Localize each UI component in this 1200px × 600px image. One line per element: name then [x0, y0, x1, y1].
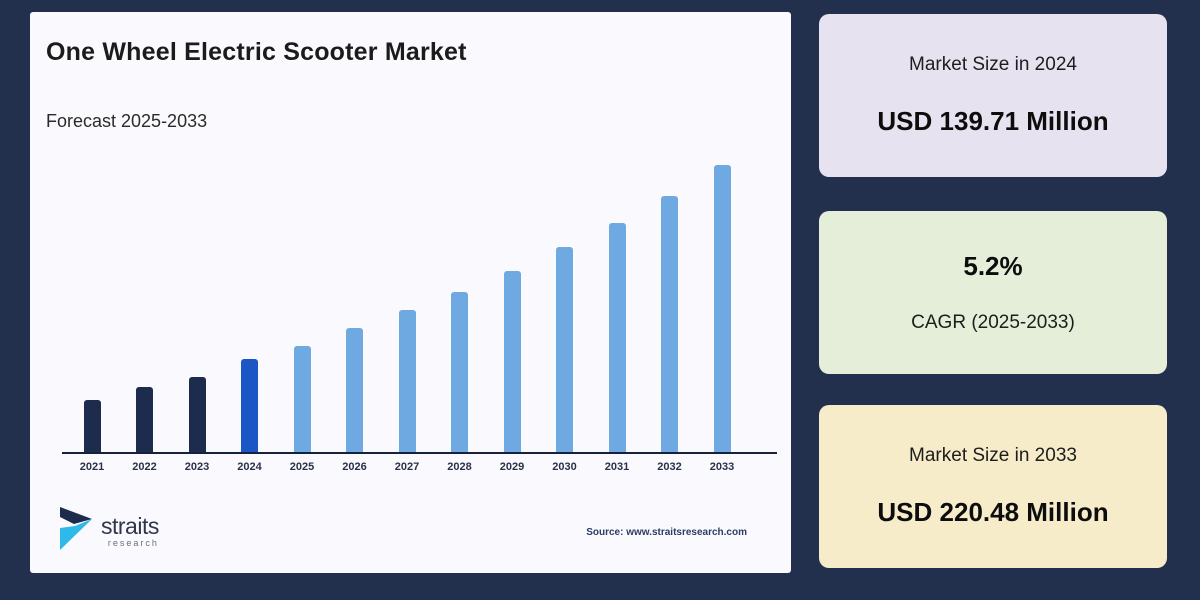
chart-title: One Wheel Electric Scooter Market [46, 38, 467, 66]
stat-cards-column: Market Size in 2024 USD 139.71 Million 5… [819, 0, 1167, 600]
x-axis-label-2030: 2030 [552, 461, 577, 473]
chart-bar-2027 [398, 310, 416, 452]
logo-subname: research [107, 537, 159, 548]
chart-panel: One Wheel Electric Scooter Market Foreca… [30, 12, 791, 573]
chart-bar-2026 [346, 328, 363, 452]
chart-bar-2029 [503, 271, 521, 452]
cagr-label: CAGR (2025-2033) [911, 312, 1075, 333]
chart-bar-2023 [188, 377, 206, 452]
chart-bar-2022 [136, 387, 153, 452]
market-size-2033-label: Market Size in 2033 [909, 445, 1077, 466]
chart-bar-2031 [608, 223, 626, 452]
source-attribution: Source: www.straitsresearch.com [586, 527, 747, 538]
chart-bar-2030 [556, 247, 573, 452]
market-size-2033-value: USD 220.48 Million [877, 497, 1109, 527]
bar-chart: 2021 2022 2023 2024 2025 2026 2027 2028 2029 2030… [30, 12, 791, 573]
x-axis-label-2031: 2031 [604, 461, 630, 473]
straits-research-logo: straits research [57, 504, 159, 557]
cagr-card: 5.2% CAGR (2025-2033) [819, 211, 1167, 374]
x-axis-label-2032: 2032 [657, 461, 682, 473]
chart-subtitle: Forecast 2025-2033 [46, 111, 208, 131]
cagr-value: 5.2% [963, 251, 1023, 281]
x-axis-label-2028: 2028 [447, 461, 472, 473]
x-axis-label-2027: 2027 [394, 461, 420, 473]
chart-bar-2025 [293, 346, 311, 452]
market-size-2033-card: Market Size in 2033 USD 220.48 Million [819, 405, 1167, 568]
x-axis-label-2026: 2026 [342, 461, 367, 473]
x-axis-label-2029: 2029 [499, 461, 525, 473]
chart-bar-2028 [451, 292, 468, 452]
chart-bar-2021 [83, 400, 101, 452]
market-size-2024-label: Market Size in 2024 [909, 54, 1077, 75]
x-axis-label-2022: 2022 [132, 461, 157, 473]
x-axis-label-2021: 2021 [79, 461, 105, 473]
x-axis-label-2023: 2023 [184, 461, 210, 473]
chart-bar-2033 [713, 165, 731, 452]
x-axis-label-2024: 2024 [237, 461, 262, 473]
market-size-2024-card: Market Size in 2024 USD 139.71 Million [819, 14, 1167, 177]
market-size-2024-value: USD 139.71 Million [877, 106, 1109, 136]
chart-bar-2032 [661, 196, 678, 452]
chart-bar-2024 [241, 359, 258, 452]
x-axis-line [62, 452, 777, 454]
x-axis-label-2025: 2025 [289, 461, 315, 473]
x-axis-label-2033: 2033 [709, 461, 735, 473]
straits-arrow-icon [57, 504, 95, 557]
logo-name: straits [101, 512, 159, 539]
